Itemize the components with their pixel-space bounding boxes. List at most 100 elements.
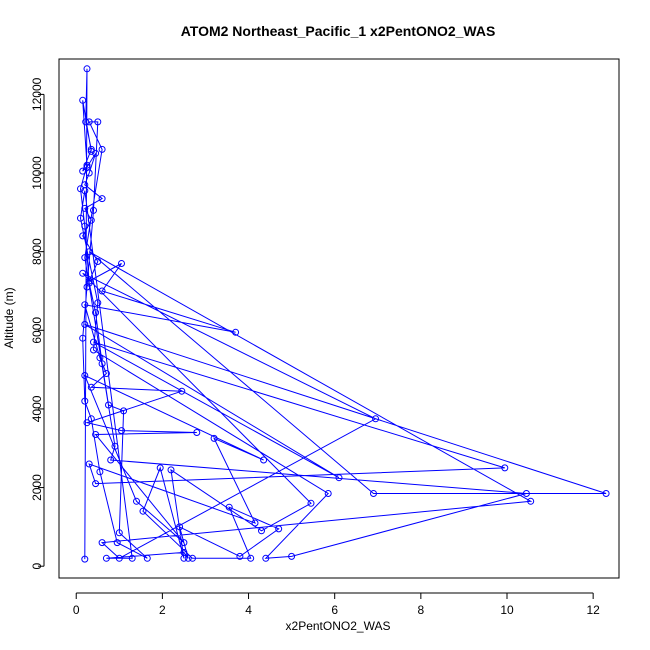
data-point — [92, 431, 100, 438]
data-point — [98, 287, 106, 295]
data-point — [79, 269, 87, 277]
data-point — [307, 499, 315, 507]
y-tick-label: 6000 — [30, 317, 44, 344]
series-line — [79, 68, 607, 560]
data-point — [96, 468, 104, 476]
data-point — [178, 387, 186, 395]
data-point — [372, 415, 380, 423]
data-point — [81, 222, 89, 230]
data-point — [98, 195, 106, 203]
data-point — [522, 490, 530, 497]
data-point — [82, 118, 90, 126]
data-point — [96, 354, 104, 362]
data-point — [81, 254, 89, 262]
data-point — [180, 548, 188, 556]
data-point — [87, 145, 95, 153]
data-point — [501, 464, 509, 472]
data-point — [102, 370, 110, 377]
data-point — [87, 216, 95, 224]
data-point — [247, 554, 255, 562]
data-point — [87, 383, 95, 391]
y-tick-label: 2000 — [30, 474, 44, 501]
data-point — [260, 456, 268, 464]
data-point — [105, 401, 112, 409]
data-point — [92, 149, 100, 157]
data-point — [118, 260, 125, 267]
series-lines — [79, 68, 607, 560]
data-point — [83, 161, 91, 169]
x-tick-label: 0 — [73, 603, 80, 617]
data-point — [87, 147, 95, 155]
y-tick-label: 8000 — [30, 238, 44, 265]
data-point — [90, 338, 97, 346]
data-point — [193, 429, 201, 436]
data-point — [92, 309, 100, 317]
data-point — [189, 554, 196, 562]
data-point — [87, 415, 95, 423]
data-point — [94, 118, 102, 126]
data-point — [85, 248, 93, 256]
data-point — [85, 118, 93, 126]
x-tick-label: 8 — [418, 603, 425, 617]
data-point — [262, 554, 270, 562]
data-point — [79, 167, 87, 175]
data-point — [251, 519, 259, 527]
data-point — [139, 507, 147, 515]
data-point — [275, 525, 283, 533]
data-point — [176, 523, 184, 531]
x-axis: 0 2 4 6 8 10 12 — [73, 592, 600, 617]
data-point — [85, 460, 93, 468]
data-point — [83, 163, 91, 171]
data-point — [210, 434, 218, 442]
data-point — [225, 503, 233, 511]
data-point — [94, 299, 102, 307]
data-point — [85, 169, 93, 177]
data-point — [77, 214, 84, 222]
data-point — [81, 372, 89, 379]
x-tick-label: 2 — [159, 603, 166, 617]
data-point — [232, 328, 240, 336]
data-point — [118, 427, 125, 435]
x-tick-label: 10 — [500, 603, 514, 617]
data-point — [128, 554, 136, 562]
data-point — [167, 466, 175, 474]
y-tick-label: 0 — [30, 563, 44, 570]
data-point — [83, 65, 91, 73]
data-point — [85, 277, 93, 285]
data-point — [236, 552, 244, 560]
data-point — [120, 407, 128, 415]
data-point — [81, 320, 89, 328]
data-point — [83, 283, 91, 291]
data-point — [83, 419, 91, 427]
data-point — [324, 490, 332, 497]
data-point — [79, 232, 87, 240]
x-axis-label: x2PentONO2_WAS — [286, 619, 391, 633]
plot-frame — [58, 58, 620, 579]
data-point — [133, 497, 140, 505]
y-tick-label: 4000 — [30, 395, 44, 422]
data-point — [602, 490, 610, 497]
data-point — [85, 279, 93, 287]
data-point — [111, 442, 119, 450]
data-point — [81, 204, 89, 212]
data-point — [156, 464, 164, 472]
data-point — [184, 554, 192, 562]
data-point — [79, 334, 87, 342]
y-tick-label: 10000 — [30, 156, 44, 190]
x-tick-label: 6 — [331, 603, 338, 617]
data-point — [98, 145, 106, 153]
chart-title: ATOM2 Northeast_Pacific_1 x2PentONO2_WAS — [181, 23, 496, 39]
y-axis: 0 2000 4000 6000 8000 10000 12000 — [30, 77, 45, 570]
data-point — [81, 301, 89, 309]
data-point — [258, 527, 265, 535]
data-point — [98, 539, 106, 547]
y-tick-label: 12000 — [30, 77, 44, 111]
data-point — [527, 497, 535, 505]
data-point — [102, 554, 110, 562]
data-point — [107, 456, 115, 464]
data-point — [81, 187, 89, 195]
data-point — [335, 474, 343, 482]
data-point — [115, 529, 123, 537]
data-point — [90, 346, 97, 354]
